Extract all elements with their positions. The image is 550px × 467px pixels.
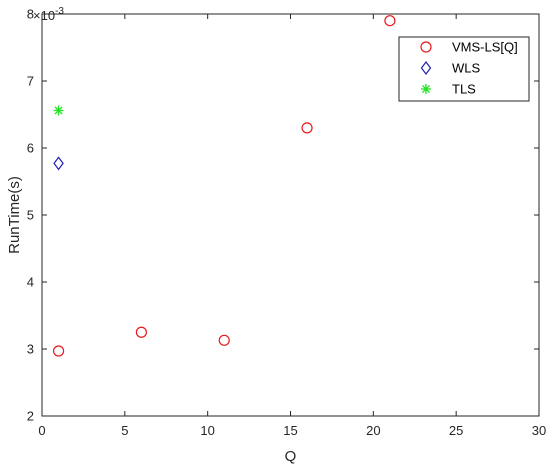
x-tick-label: 10 [200, 423, 214, 438]
point-vms-ls-q [135, 326, 147, 338]
x-tick-label: 30 [532, 423, 546, 438]
x-axis: 0 5 10 15 20 25 30 [38, 14, 546, 438]
y-exponent-power: -3 [55, 6, 64, 17]
legend-marker-wls [420, 61, 432, 75]
point-vms-ls-q [301, 122, 313, 134]
point-tls [53, 105, 64, 116]
point-vms-ls-q [218, 334, 230, 346]
y-tick-label: 4 [27, 275, 34, 290]
x-tick-label: 15 [283, 423, 297, 438]
legend: VMS-LS[Q] WLS TLS [398, 36, 530, 102]
y-axis: 2 3 4 5 6 7 8 [27, 7, 539, 424]
y-tick-label: 5 [27, 208, 34, 223]
y-tick-label: 3 [27, 342, 34, 357]
y-exponent-base: ×10 [33, 8, 55, 23]
point-wls [53, 156, 64, 171]
legend-marker-vms-ls-q [420, 41, 432, 53]
y-tick-label: 2 [27, 409, 34, 424]
x-tick-label: 20 [366, 423, 380, 438]
legend-label-vms-ls-q: VMS-LS[Q] [452, 40, 518, 55]
y-tick-label: 6 [27, 141, 34, 156]
legend-label-tls: TLS [452, 82, 476, 97]
x-tick-label: 5 [121, 423, 128, 438]
x-tick-label: 25 [449, 423, 463, 438]
data-markers [52, 15, 396, 357]
legend-marker-tls [421, 84, 431, 94]
y-tick-label: 7 [27, 74, 34, 89]
point-vms-ls-q [384, 15, 396, 27]
y-tick-label: 8 [27, 7, 34, 22]
point-vms-ls-q [52, 345, 65, 357]
y-exponent-multiplier: ×10-3 [33, 6, 64, 23]
y-axis-label: RunTime(s) [6, 176, 23, 254]
x-axis-label: Q [285, 448, 297, 465]
x-tick-label: 0 [38, 423, 45, 438]
legend-label-wls: WLS [452, 61, 481, 76]
